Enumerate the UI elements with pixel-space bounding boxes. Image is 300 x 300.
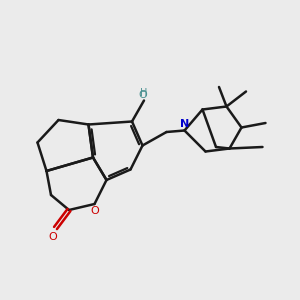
Text: O: O [138, 91, 147, 100]
Text: O: O [48, 232, 57, 242]
Text: N: N [180, 119, 189, 129]
Text: O: O [90, 206, 99, 215]
Text: H: H [140, 88, 148, 98]
